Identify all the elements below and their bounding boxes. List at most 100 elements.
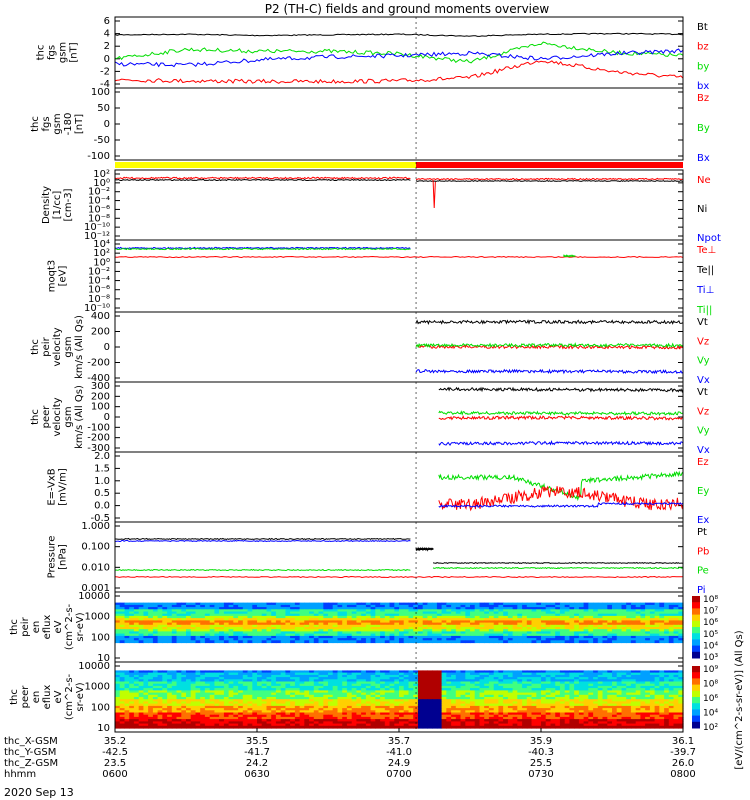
heatmap-cell xyxy=(361,670,367,674)
heatmap-cell xyxy=(309,611,315,615)
heatmap-cell xyxy=(612,622,618,626)
line-Ne-dip xyxy=(432,179,436,209)
heatmap-cell xyxy=(422,714,428,718)
heatmap-cell xyxy=(228,708,234,711)
heatmap-cell xyxy=(541,701,547,705)
heatmap-cell xyxy=(465,620,471,624)
heatmap-cell xyxy=(569,607,575,610)
heatmap-cell xyxy=(304,679,310,683)
heatmap-cell xyxy=(328,604,334,608)
ytick-label: -4 xyxy=(100,79,110,90)
heatmap-cell xyxy=(247,615,253,619)
heatmap-cell xyxy=(498,710,504,714)
heatmap-cell xyxy=(209,618,215,621)
heatmap-cell xyxy=(517,624,523,628)
heatmap-cell xyxy=(621,690,627,694)
heatmap-cell xyxy=(564,620,570,624)
heatmap-cell xyxy=(408,624,414,628)
heatmap-cell xyxy=(294,604,301,608)
heatmap-cell xyxy=(488,627,495,630)
heatmap-cell xyxy=(167,679,173,683)
heatmap-cell xyxy=(167,633,173,637)
heatmap-cell xyxy=(176,635,182,639)
heatmap-cell xyxy=(186,708,192,711)
heatmap-cell xyxy=(384,633,391,637)
heatmap-cell xyxy=(115,692,121,696)
heatmap-cell xyxy=(536,670,542,674)
heatmap-cell xyxy=(531,710,537,714)
heatmap-cell xyxy=(351,602,357,606)
heatmap-cell xyxy=(242,602,249,606)
heatmap-cell xyxy=(171,624,178,628)
heatmap-cell xyxy=(451,683,457,687)
heatmap-cell xyxy=(380,631,386,635)
heatmap-cell xyxy=(214,611,220,615)
heatmap-cell xyxy=(498,688,504,691)
heatmap-cell xyxy=(290,622,296,626)
ylabel-line: gsm xyxy=(63,406,74,427)
heatmap-cell xyxy=(645,618,651,621)
heatmap-cell xyxy=(370,694,376,698)
heatmap-cell xyxy=(167,640,173,644)
heatmap-cell xyxy=(171,703,178,707)
heatmap-cell xyxy=(124,701,130,705)
heatmap-cell xyxy=(275,618,282,621)
heatmap-cell xyxy=(479,615,485,619)
heatmap-cell xyxy=(470,685,476,689)
heatmap-cell xyxy=(541,677,547,680)
heatmap-cell xyxy=(394,692,400,696)
heatmap-cell xyxy=(531,627,537,630)
heatmap-cell xyxy=(432,620,438,624)
heatmap-cell xyxy=(441,703,447,707)
heatmap-cell xyxy=(257,681,263,685)
heatmap-cell xyxy=(351,694,357,698)
heatmap-cell xyxy=(602,607,608,610)
heatmap-cell xyxy=(309,670,315,674)
heatmap-cell xyxy=(545,609,551,613)
heatmap-cell xyxy=(271,607,277,610)
heatmap-cell xyxy=(593,681,599,685)
ytick-label: 10⁻² xyxy=(88,187,110,198)
heatmap-cell xyxy=(299,638,305,641)
heatmap-cell xyxy=(645,620,651,624)
heatmap-cell xyxy=(299,607,305,610)
heatmap-cell xyxy=(162,620,168,624)
heatmap-cell xyxy=(399,705,405,709)
heatmap-cell xyxy=(664,688,670,691)
heatmap-cell xyxy=(484,688,490,691)
heatmap-cell xyxy=(484,618,490,621)
heatmap-cell xyxy=(394,620,400,624)
heatmap-cell xyxy=(626,674,632,678)
heatmap-cell xyxy=(493,672,499,676)
heatmap-cell xyxy=(597,607,604,610)
heatmap-cell xyxy=(384,672,391,676)
heatmap-cell xyxy=(536,633,542,637)
heatmap-cell xyxy=(408,640,414,644)
heatmap-cell xyxy=(640,692,646,696)
heatmap-cell xyxy=(247,685,253,689)
heatmap-cell xyxy=(356,622,362,626)
heatmap-cell xyxy=(503,618,509,621)
heatmap-cell xyxy=(195,613,201,617)
heatmap-cell xyxy=(460,607,466,610)
heatmap-cell xyxy=(375,620,381,624)
heatmap-cell xyxy=(507,624,514,628)
heatmap-cell xyxy=(408,690,414,694)
heatmap-cell xyxy=(328,627,334,630)
heatmap-cell xyxy=(219,633,225,637)
heatmap-cell xyxy=(668,694,675,698)
heatmap-cell xyxy=(460,670,466,674)
heatmap-cell xyxy=(574,631,580,635)
heatmap-cell xyxy=(645,701,651,705)
heatmap-cell xyxy=(645,708,651,711)
heatmap-cell xyxy=(204,627,211,630)
heatmap-cell xyxy=(559,674,566,678)
heatmap-cell xyxy=(394,631,400,635)
heatmap-cell xyxy=(285,615,291,619)
heatmap-cell xyxy=(356,607,362,610)
heatmap-cell xyxy=(394,672,400,676)
heatmap-cell xyxy=(129,611,135,615)
heatmap-cell xyxy=(484,631,490,635)
heatmap-cell xyxy=(493,638,499,641)
heatmap-cell xyxy=(583,712,589,716)
